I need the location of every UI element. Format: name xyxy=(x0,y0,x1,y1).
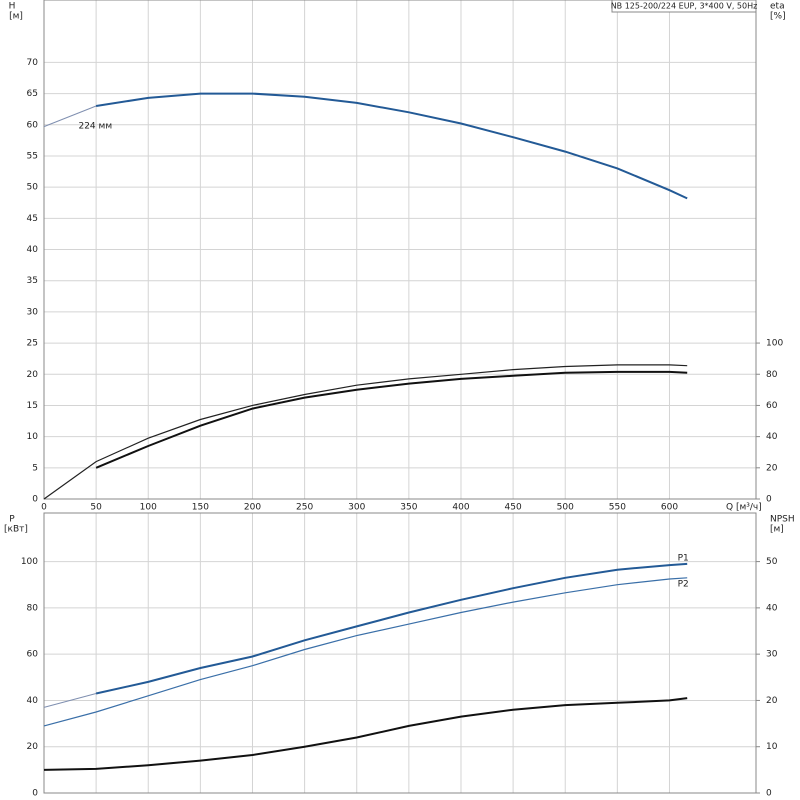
x-tick-label: 350 xyxy=(400,503,417,513)
y-tick-label: 50 xyxy=(27,183,39,193)
x-tick-label: 250 xyxy=(296,503,313,513)
y2-axis-unit: [%] xyxy=(770,12,786,22)
plot-frame xyxy=(43,512,757,794)
y-tick-label: 40 xyxy=(27,245,39,255)
x-tick-label: 400 xyxy=(452,503,469,513)
y-tick-label: 35 xyxy=(27,276,38,286)
y-tick-label: 40 xyxy=(27,696,39,706)
y-tick-label: 30 xyxy=(27,307,39,317)
y2-tick-label: 0 xyxy=(766,789,772,799)
y2-axis-label: eta xyxy=(770,2,785,12)
curve xyxy=(95,370,688,469)
y2-tick-label: 30 xyxy=(766,650,778,660)
x-tick-label: 200 xyxy=(244,503,261,513)
y-tick-label: 80 xyxy=(27,603,39,613)
curve xyxy=(95,92,688,200)
y2-tick-label: 0 xyxy=(766,495,772,505)
series-label: P2 xyxy=(678,579,689,589)
plot-frame xyxy=(43,0,757,500)
x-tick-label: 0 xyxy=(41,503,47,513)
y2-tick-label: 50 xyxy=(766,557,778,567)
y-axis-unit: [кВт] xyxy=(4,525,28,535)
y-tick-label: 0 xyxy=(32,495,38,505)
y-tick-label: 15 xyxy=(27,401,38,411)
curve xyxy=(43,693,97,708)
y2-tick-label: 100 xyxy=(766,339,783,349)
y2-tick-label: 60 xyxy=(766,401,778,411)
x-tick-label: 600 xyxy=(661,503,678,513)
x-tick-label: 500 xyxy=(557,503,574,513)
x-tick-label: 100 xyxy=(140,503,157,513)
y-tick-label: 0 xyxy=(32,789,38,799)
y-axis-label: H xyxy=(9,2,16,12)
y2-tick-label: 20 xyxy=(766,463,778,473)
y-tick-label: 5 xyxy=(32,463,38,473)
y2-tick-label: 10 xyxy=(766,742,778,752)
curve xyxy=(95,562,688,695)
y-tick-label: 10 xyxy=(27,432,39,442)
y2-tick-label: 40 xyxy=(766,603,778,613)
curve xyxy=(43,577,688,727)
y-tick-label: 25 xyxy=(27,339,38,349)
curve xyxy=(43,105,97,128)
y2-axis-unit: [м] xyxy=(770,525,784,535)
curve xyxy=(43,364,688,500)
y2-axis-label: NPSH xyxy=(770,515,795,525)
y2-tick-label: 40 xyxy=(766,432,778,442)
title-box xyxy=(611,0,757,13)
x-tick-label: 50 xyxy=(90,503,102,513)
curve xyxy=(43,697,688,771)
y2-tick-label: 80 xyxy=(766,370,778,380)
y-axis-label: P xyxy=(9,515,15,525)
series-label: 224 мм xyxy=(78,122,112,132)
y-tick-label: 60 xyxy=(27,120,39,130)
x-axis-label: Q [м³/ч] xyxy=(726,503,762,513)
x-tick-label: 150 xyxy=(192,503,209,513)
y-tick-label: 60 xyxy=(27,650,39,660)
x-tick-label: 550 xyxy=(609,503,626,513)
y2-tick-label: 20 xyxy=(766,696,778,706)
x-tick-label: 300 xyxy=(348,503,365,513)
y-tick-label: 20 xyxy=(27,742,39,752)
y-tick-label: 55 xyxy=(27,151,38,161)
y-tick-label: 20 xyxy=(27,370,39,380)
y-axis-unit: [м] xyxy=(9,12,23,22)
series-label: P1 xyxy=(678,553,689,563)
chart-title: NB 125-200/224 EUP, 3*400 V, 50Hz xyxy=(611,2,758,11)
y-tick-label: 100 xyxy=(21,557,38,567)
y-tick-label: 45 xyxy=(27,214,38,224)
x-tick-label: 450 xyxy=(505,503,522,513)
y-tick-label: 70 xyxy=(27,58,39,68)
y-tick-label: 65 xyxy=(27,89,38,99)
